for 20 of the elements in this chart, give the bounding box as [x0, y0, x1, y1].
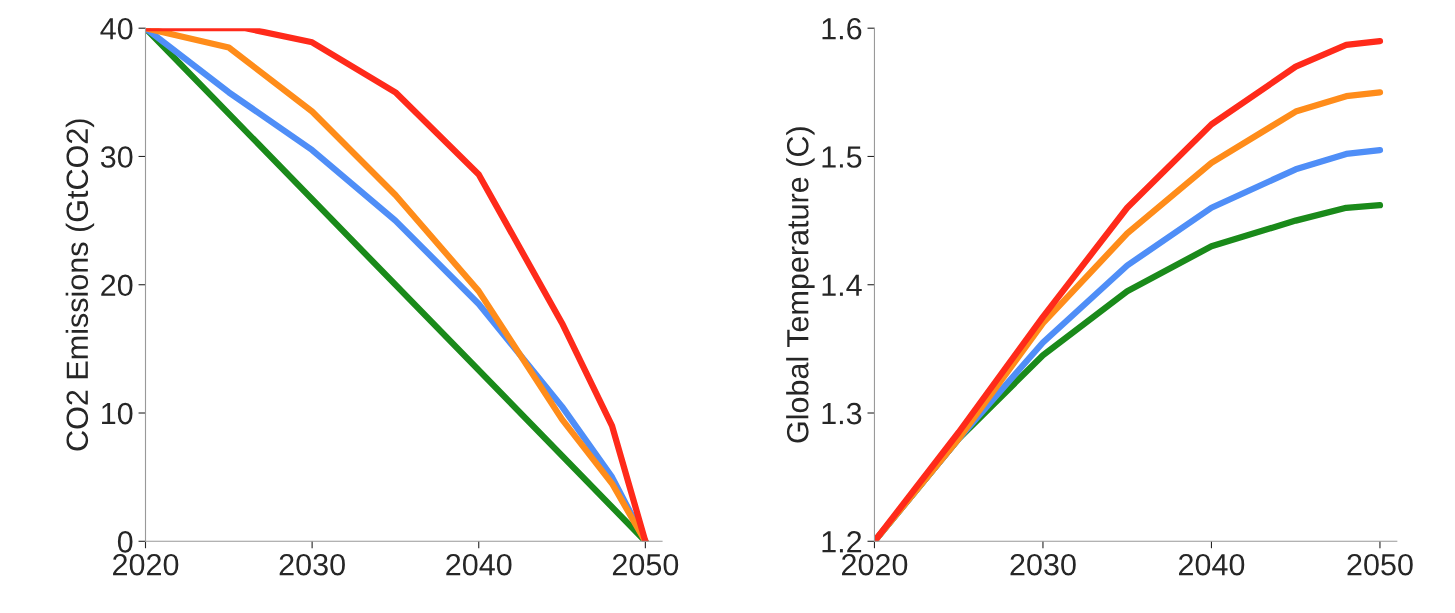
y-tick-label: 1.4: [822, 274, 862, 296]
y-axis-title: CO2 Emissions (GtCO2): [65, 119, 95, 451]
y-tick-label: 0: [117, 531, 133, 553]
x-tick-label: 2020: [113, 553, 179, 576]
x-tick-label: 2040: [1179, 553, 1245, 576]
x-tick-label: 2050: [1347, 553, 1413, 576]
y-tick-label: 1.3: [822, 402, 862, 425]
y-axis-title: Global Temperature (C): [786, 127, 815, 443]
x-tick-label: 2040: [446, 553, 512, 576]
y-tick-label: 10: [102, 402, 133, 425]
y-tick-label: 1.2: [822, 531, 862, 553]
y-tick-label: 40: [100, 17, 133, 40]
y-tick-label: 20: [101, 274, 133, 297]
y-tick-label: 1.6: [822, 17, 862, 40]
x-tick-label: 2030: [1010, 553, 1076, 576]
y-tick-label: 30: [100, 146, 133, 168]
x-tick-label: 2050: [612, 553, 679, 576]
x-tick-label: 2020: [842, 553, 908, 576]
x-tick-label: 2030: [279, 553, 345, 576]
y-tick-label: 1.5: [822, 146, 862, 168]
